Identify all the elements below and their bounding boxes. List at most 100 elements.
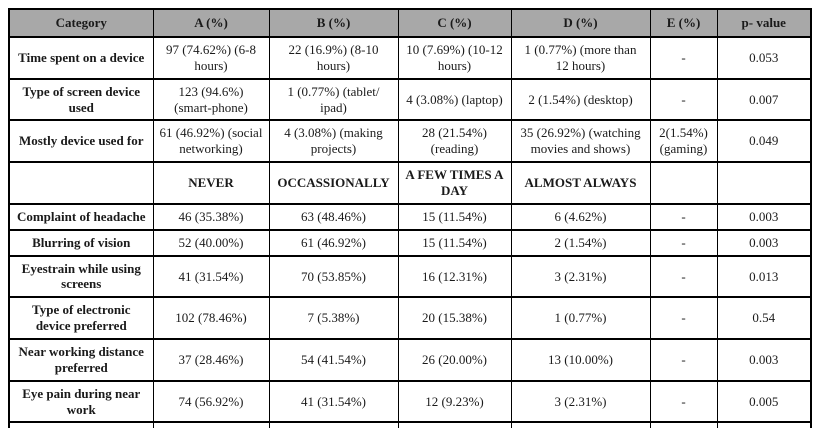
table-cell: 0.003 xyxy=(716,338,812,382)
table-cell: 0.053 xyxy=(716,36,812,80)
table-cell: 63 (48.46%) xyxy=(268,202,399,231)
table-cell: 15 (11.54%) xyxy=(397,228,512,257)
table-cell: 3 (2.31%) xyxy=(510,379,651,424)
table-cell xyxy=(649,161,718,205)
table-cell: OCCASSIONALLY xyxy=(268,161,399,205)
table-cell: 0.049 xyxy=(716,119,812,164)
table-cell: 1 (0.77%) (more than 12 hours) xyxy=(510,36,651,80)
table-row-6: Eyestrain while using screens 41 (31.54%)… xyxy=(8,254,812,299)
table-cell: 54 (41.54%) xyxy=(268,338,399,382)
column-header-6: p- value xyxy=(716,8,812,38)
table-cell: 0.013 xyxy=(716,254,812,299)
table-cell: - xyxy=(649,379,718,424)
table-cell: 3 (2.31%) xyxy=(510,254,651,299)
table-cell: 10 (7.69%) (10-12 hours) xyxy=(397,36,512,80)
table-cell: 70 (53.85%) xyxy=(268,254,399,299)
row-label: Near working distance preferred xyxy=(8,338,154,382)
row-label: Mostly device used for xyxy=(8,119,154,164)
table-cell: 15 (11.54%) xyxy=(397,202,512,231)
table-cell: 6 (4.62%) xyxy=(510,202,651,231)
table-cell: 4 (3.08%) (laptop) xyxy=(397,77,512,122)
row-label: Blurring of vision xyxy=(8,228,154,257)
table-cell: - xyxy=(649,338,718,382)
table-cell: 26 (20.00%) xyxy=(397,338,512,382)
table-cell: - xyxy=(649,36,718,80)
table-cell: 0.003 xyxy=(716,202,812,231)
table-row-9: Eye pain during near work 74 (56.92%) 41 (… xyxy=(8,379,812,424)
table-cell: 41 (31.54%) xyxy=(152,254,270,299)
table-cell: 16 (12.31%) xyxy=(397,254,512,299)
row-label xyxy=(8,161,154,205)
table-cell xyxy=(716,161,812,205)
table-cell: 28 (21.54%) (reading) xyxy=(397,119,512,164)
table-cell: 13 (10.00%) xyxy=(510,338,651,382)
statistics-table: Category A (%) B (%) C (%) D (%) E (%) p- valu… xyxy=(8,8,812,428)
table-cell: 1 (0.77%) (tablet/ ipad) xyxy=(268,77,399,122)
table-cell: 20 (15.38%) xyxy=(397,296,512,341)
table-cell: 41 (31.54%) xyxy=(268,379,399,424)
row-label: Type of electronic device preferred xyxy=(8,296,154,341)
table-cell: 61 (46.92%) (social networking) xyxy=(152,119,270,164)
table-row-7: Type of electronic device preferred 102 (… xyxy=(8,296,812,341)
row-label: Type of screen device used xyxy=(8,77,154,122)
table-cell: 0.54 xyxy=(716,296,812,341)
row-label: Near tracking issues xyxy=(8,421,154,428)
table-cell: 2 (1.54%) xyxy=(510,421,651,428)
table-cell: 1 (0.77%) xyxy=(510,296,651,341)
table-head: Category A (%) B (%) C (%) D (%) E (%) p- valu… xyxy=(8,8,812,38)
column-header-0: Category xyxy=(8,8,154,38)
column-header-1: A (%) xyxy=(152,8,270,38)
table-cell: 74 (56.92%) xyxy=(152,379,270,424)
table-row-0: Time spent on a device 97 (74.62%) (6-8 h… xyxy=(8,36,812,80)
table-cell: 2 (1.54%) xyxy=(510,228,651,257)
table-cell: - xyxy=(649,202,718,231)
column-header-4: D (%) xyxy=(510,8,651,38)
table-row-10: Near tracking issues105 (80.77%)20 (15.3… xyxy=(8,421,812,428)
table-row-2: Mostly device used for 61 (46.92%) (socia… xyxy=(8,119,812,164)
table-row-4: Complaint of headache 46 (35.38%) 63 (48.4… xyxy=(8,202,812,231)
table-row-1: Type of screen device used 123 (94.6%) (s… xyxy=(8,77,812,122)
table-cell: - xyxy=(649,421,718,428)
table-row-5: Blurring of vision 52 (40.00%) 61 (46.92%)… xyxy=(8,228,812,257)
table-cell: 61 (46.92%) xyxy=(268,228,399,257)
table-cell: 102 (78.46%) xyxy=(152,296,270,341)
table-cell: 97 (74.62%) (6-8 hours) xyxy=(152,36,270,80)
table-cell: 105 (80.77%) xyxy=(152,421,270,428)
table-cell: 22 (16.9%) (8-10 hours) xyxy=(268,36,399,80)
table-cell: 46 (35.38%) xyxy=(152,202,270,231)
row-label: Time spent on a device xyxy=(8,36,154,80)
row-label: Eyestrain while using screens xyxy=(8,254,154,299)
column-header-2: B (%) xyxy=(268,8,399,38)
table-cell: 52 (40.00%) xyxy=(152,228,270,257)
table-cell: ALMOST ALWAYS xyxy=(510,161,651,205)
row-label: Complaint of headache xyxy=(8,202,154,231)
table-row-8: Near working distance preferred 37 (28.46… xyxy=(8,338,812,382)
table-cell: 4 (3.08%) (making projects) xyxy=(268,119,399,164)
table-cell: - xyxy=(649,228,718,257)
table-cell: 2(1.54%) (gaming) xyxy=(649,119,718,164)
header-row: Category A (%) B (%) C (%) D (%) E (%) p- valu… xyxy=(8,8,812,38)
table-cell: 7 (5.38%) xyxy=(268,296,399,341)
table-cell: 0.005 xyxy=(716,379,812,424)
table-cell: A FEW TIMES A DAY xyxy=(397,161,512,205)
table-cell: 35 (26.92%) (watching movies and shows) xyxy=(510,119,651,164)
table-cell: 0.524 xyxy=(716,421,812,428)
column-header-3: C (%) xyxy=(397,8,512,38)
table-cell: 2 (1.54%) (desktop) xyxy=(510,77,651,122)
table-cell: 3 (2.31%) xyxy=(397,421,512,428)
column-header-5: E (%) xyxy=(649,8,718,38)
table-cell: - xyxy=(649,77,718,122)
table-cell: 0.003 xyxy=(716,228,812,257)
subheader-row: NEVER OCCASSIONALLY A FEW TIMES A DAY ALMOS… xyxy=(8,161,812,205)
row-label: Eye pain during near work xyxy=(8,379,154,424)
table-body: Time spent on a device 97 (74.62%) (6-8 h… xyxy=(8,36,812,428)
table-cell: 37 (28.46%) xyxy=(152,338,270,382)
table-cell: 0.007 xyxy=(716,77,812,122)
table-cell: - xyxy=(649,254,718,299)
table-cell: NEVER xyxy=(152,161,270,205)
table-cell: 123 (94.6%) (smart-phone) xyxy=(152,77,270,122)
table-cell: 20 (15.38%) xyxy=(268,421,399,428)
table-cell: 12 (9.23%) xyxy=(397,379,512,424)
table-cell: - xyxy=(649,296,718,341)
